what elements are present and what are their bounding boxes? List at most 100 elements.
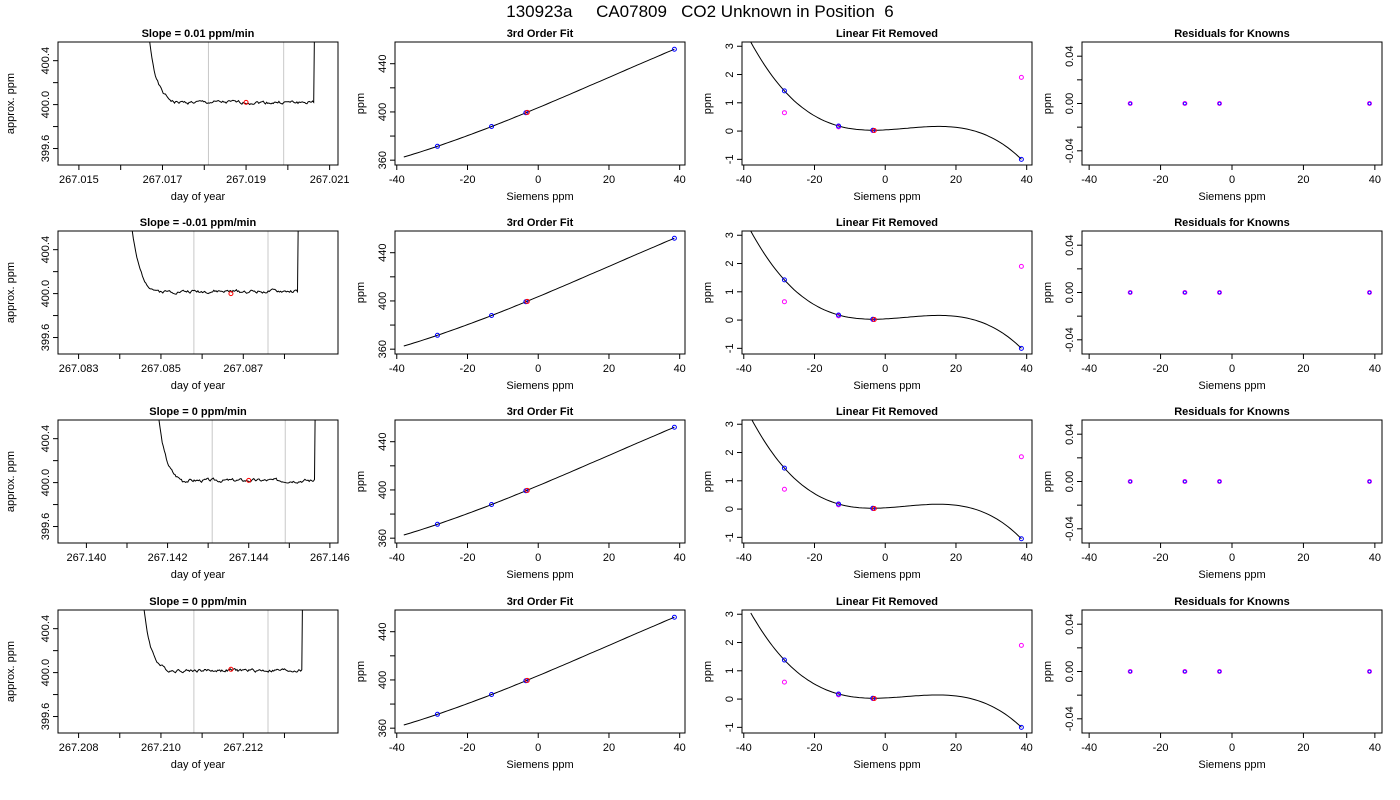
x-axis-label: day of year [171, 191, 226, 203]
sample-point [228, 291, 234, 297]
y-tick-label: 0.04 [1064, 234, 1076, 255]
sample-point [228, 666, 234, 672]
y-tick-label: 440 [377, 244, 389, 262]
x-tick-label: 40 [1021, 552, 1033, 564]
panel-title: Linear Fit Removed [836, 217, 938, 229]
x-tick-label: 20 [603, 363, 615, 375]
residual-point-outer [1182, 669, 1188, 674]
x-axis-label: Siemens ppm [853, 380, 920, 392]
y-tick-label: 400 [377, 103, 389, 121]
x-tick-label: 20 [603, 552, 615, 564]
y-tick-label: 399.6 [40, 703, 52, 731]
x-tick-label: 40 [674, 363, 686, 375]
x-tick-label: -20 [460, 363, 476, 375]
x-tick-label: -40 [736, 363, 752, 375]
raw-point [781, 486, 787, 492]
y-axis-label: ppm [355, 282, 367, 303]
x-tick-label: -40 [1081, 174, 1097, 186]
y-tick-label: -1 [724, 154, 736, 164]
known-point [781, 88, 787, 94]
x-tick-label: 40 [1021, 363, 1033, 375]
known-point [434, 143, 440, 149]
y-axis-label: ppm [355, 93, 367, 114]
x-tick-label: 0 [535, 174, 541, 186]
residual-point-outer [1217, 290, 1222, 295]
x-tick-label: 20 [1297, 174, 1309, 186]
x-tick-label: -40 [1081, 552, 1097, 564]
plot-area [1127, 479, 1372, 484]
panel-title: Residuals for Knowns [1174, 596, 1290, 608]
x-tick-label: -40 [736, 552, 752, 564]
figure-title: 130923a CA07809 CO2 Unknown in Position … [506, 2, 894, 21]
plot-area [1127, 669, 1372, 674]
y-tick-label: 400.0 [40, 280, 52, 308]
x-tick-label: 40 [674, 174, 686, 186]
y-tick-label: 400.4 [40, 47, 52, 75]
y-tick-label: 0.00 [1064, 93, 1076, 114]
unknown-point [524, 677, 530, 683]
y-axis-label: ppm [1042, 661, 1054, 682]
residual-curve [750, 231, 1022, 349]
raw-point [1018, 74, 1024, 80]
y-tick-label: 400 [377, 481, 389, 499]
residual-point-outer [1182, 479, 1188, 484]
raw-point [781, 679, 787, 685]
x-tick-label: -40 [389, 174, 405, 186]
known-point [781, 465, 787, 471]
x-tick-label: 267.021 [310, 174, 350, 186]
x-tick-label: 0 [535, 552, 541, 564]
known-point [434, 521, 440, 527]
concentration-trace [158, 420, 316, 484]
x-tick-label: -20 [1153, 174, 1169, 186]
known-point [489, 124, 495, 130]
panel-0-1: 3rd Order Fit -40 -20 0 20 40 360 400 440 Siemens… [355, 28, 686, 203]
x-tick-label: 267.017 [143, 174, 183, 186]
panel-title: Linear Fit Removed [836, 28, 938, 40]
plot-area [149, 42, 315, 165]
residual-point-outer [1182, 101, 1188, 106]
panel-frame [394, 419, 686, 544]
panel-0-0: Slope = 0.01 ppm/min 267.015 267.017 267.01… [5, 28, 350, 203]
x-tick-label: 40 [1021, 174, 1033, 186]
x-tick-label: -20 [807, 742, 823, 754]
panel-frame [1081, 41, 1383, 166]
x-axis-label: Siemens ppm [506, 759, 573, 771]
x-axis-label: Siemens ppm [1198, 759, 1265, 771]
y-tick-label: -0.04 [1064, 706, 1076, 731]
residual-point [1128, 101, 1133, 106]
panel-1-3: Residuals for Knowns -40 -20 0 20 40 -0.04 0.00… [1042, 217, 1383, 392]
y-tick-label: 399.6 [40, 135, 52, 163]
panel-title: Slope = 0.01 ppm/min [142, 28, 255, 40]
residual-point [1217, 290, 1222, 295]
x-tick-label: -40 [1081, 742, 1097, 754]
unknown-point [524, 298, 530, 304]
y-axis-label: ppm [355, 661, 367, 682]
raw-point [781, 110, 787, 116]
raw-point [1018, 642, 1024, 648]
y-axis-label: ppm [702, 93, 714, 114]
x-axis-label: Siemens ppm [853, 191, 920, 203]
known-point [489, 313, 495, 319]
panel-0-2: Linear Fit Removed -40 -20 0 20 40 -1 0 1 2 3 Sieme… [702, 28, 1033, 203]
x-tick-label: 267.085 [141, 363, 181, 375]
raw-point [1018, 454, 1024, 460]
y-tick-label: 1 [724, 668, 736, 674]
x-tick-label: -20 [807, 174, 823, 186]
y-tick-label: 399.6 [40, 513, 52, 541]
y-tick-label: 400.0 [40, 659, 52, 687]
panel-frame [394, 230, 686, 355]
x-axis-label: day of year [171, 569, 226, 581]
y-tick-label: 2 [724, 260, 736, 266]
y-tick-label: 0.00 [1064, 661, 1076, 682]
raw-point [1018, 263, 1024, 269]
x-tick-label: 267.144 [229, 552, 269, 564]
x-axis-label: day of year [171, 759, 226, 771]
residual-point [1367, 669, 1372, 674]
y-tick-label: 1 [724, 100, 736, 106]
residual-point [1128, 290, 1133, 295]
known-point [671, 235, 677, 241]
x-tick-label: 20 [950, 552, 962, 564]
residual-point [1183, 101, 1187, 106]
x-axis-label: Siemens ppm [1198, 380, 1265, 392]
